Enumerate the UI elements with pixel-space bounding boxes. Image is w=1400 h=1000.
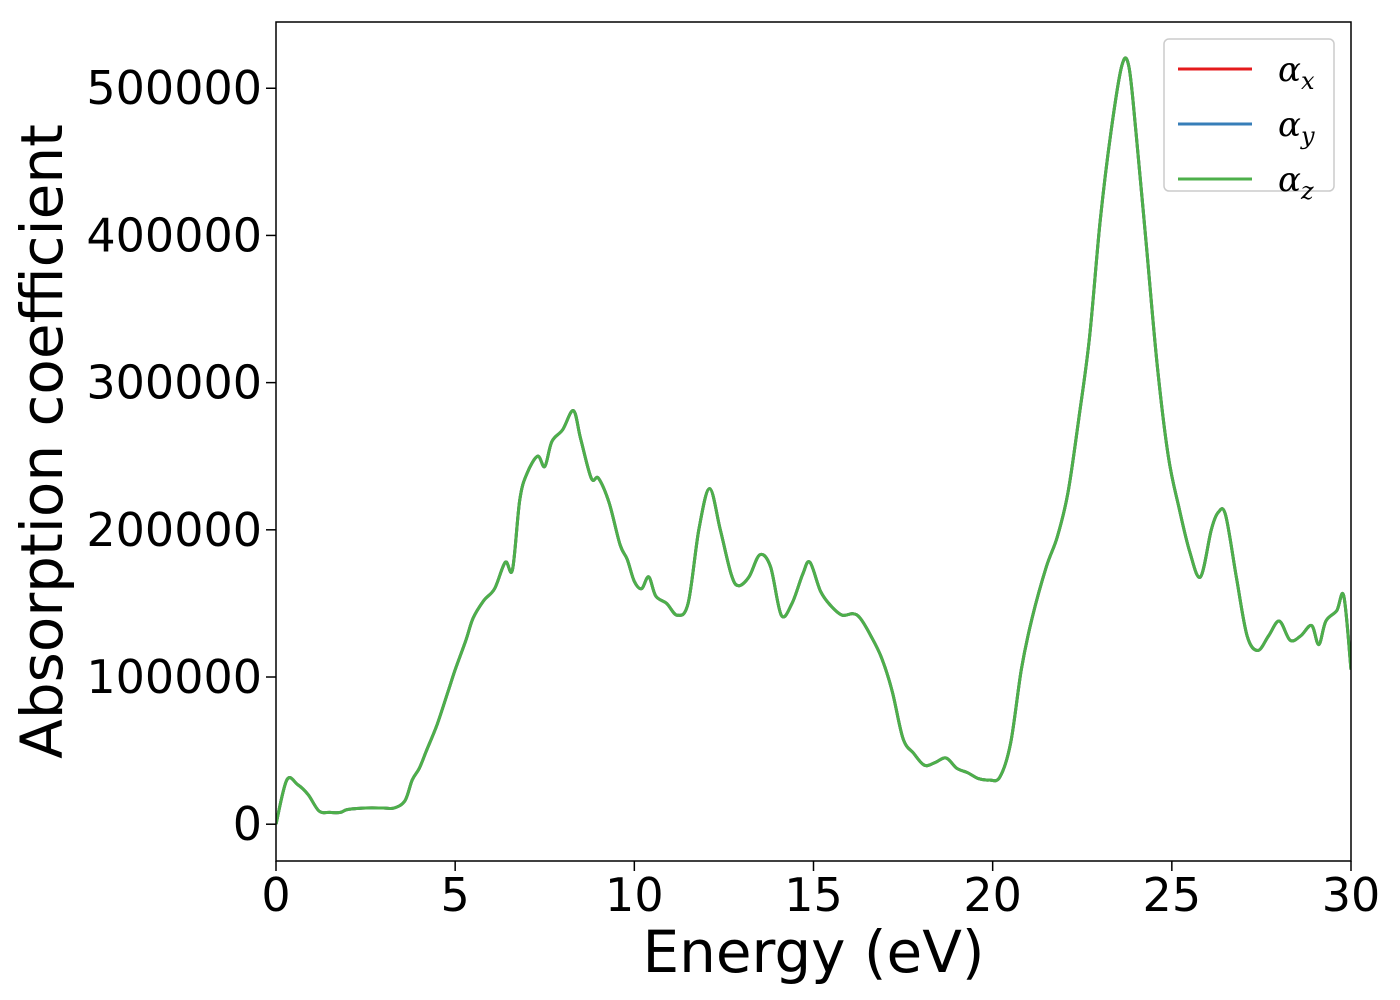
y-axis-label: Absorption coefficient (8, 124, 76, 759)
legend-label-y: αy (1278, 105, 1315, 150)
y-tick-label: 0 (233, 797, 262, 851)
legend-label-x: αx (1278, 50, 1315, 95)
y-tick-label: 400000 (86, 208, 262, 262)
y-tick-label: 200000 (86, 503, 262, 557)
x-tick-label: 20 (963, 868, 1022, 922)
legend-label-z: αz (1278, 160, 1314, 205)
y-tick-label: 300000 (86, 356, 262, 410)
x-axis: 0 5 10 15 20 25 30 (261, 861, 1380, 922)
y-tick-label: 500000 (86, 61, 262, 115)
x-tick-label: 25 (1143, 868, 1202, 922)
y-axis: 0 100000 200000 300000 400000 500000 (86, 61, 276, 851)
series-line-z (276, 56, 1351, 825)
series-layer (276, 56, 1351, 825)
legend-box (1163, 38, 1335, 192)
x-tick-label: 10 (605, 868, 664, 922)
x-tick-label: 30 (1322, 868, 1381, 922)
x-tick-label: 5 (441, 868, 470, 922)
y-tick-label: 100000 (86, 650, 262, 704)
legend: αx αy αz (1163, 38, 1335, 205)
x-tick-label: 15 (784, 868, 843, 922)
x-axis-label: Energy (eV) (642, 918, 984, 986)
x-tick-label: 0 (261, 868, 290, 922)
